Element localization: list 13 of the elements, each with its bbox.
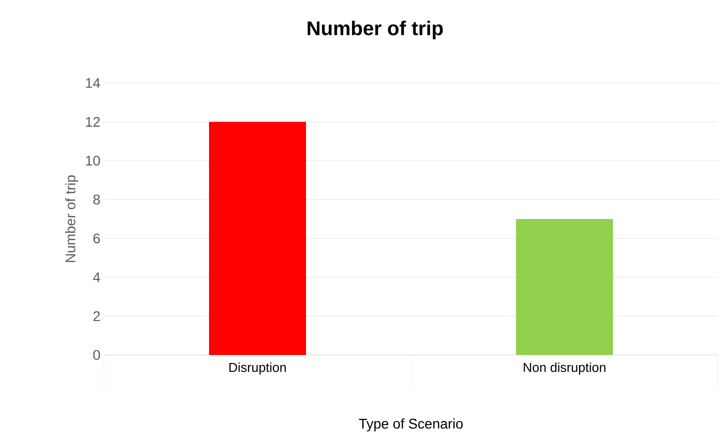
y-tick-label: 4 (93, 272, 100, 282)
x-axis-title: Type of Scenario (358, 418, 463, 432)
y-tick-label: 6 (93, 233, 100, 244)
y-tick-label: 8 (93, 194, 100, 204)
x-tick-label: Disruption (229, 362, 286, 375)
y-tick-label: 12 (86, 116, 100, 127)
y-tick-label: 10 (86, 156, 100, 166)
y-tick-label: 0 (93, 350, 100, 360)
y-tick-label: 2 (93, 311, 100, 321)
chart-title: Number of trip (308, 20, 443, 40)
y-axis-title: Number of trip (65, 175, 78, 262)
y-tick-label: 14 (86, 78, 100, 88)
x-tick-label: Non disruption (524, 362, 606, 375)
